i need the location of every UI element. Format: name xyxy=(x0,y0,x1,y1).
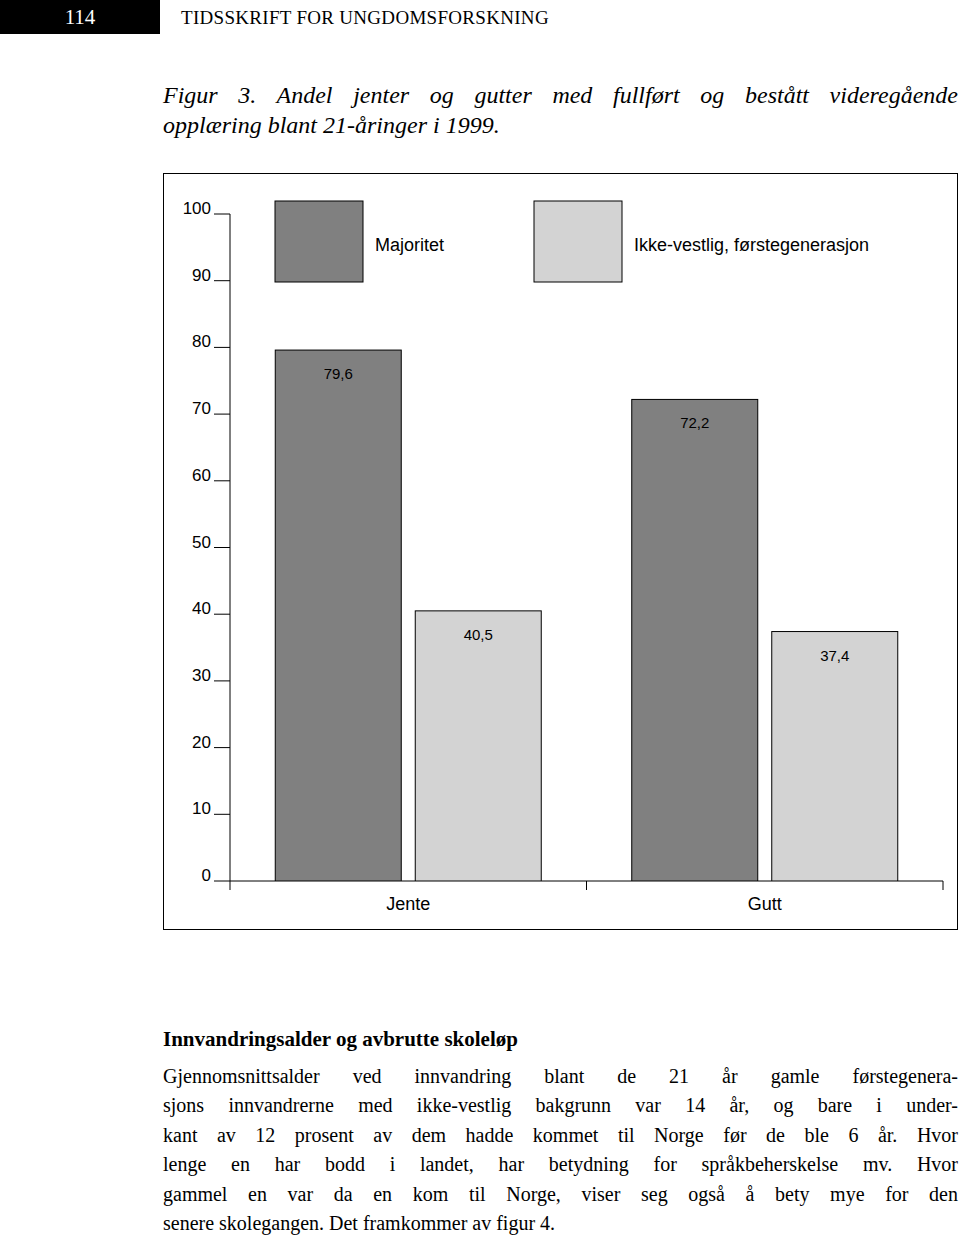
bars xyxy=(275,350,898,881)
y-tick-label: 40 xyxy=(192,599,211,618)
y-tick-label: 70 xyxy=(192,399,211,418)
y-tick-label: 30 xyxy=(192,666,211,685)
legend-label: Majoritet xyxy=(375,235,444,255)
y-tick xyxy=(214,747,230,748)
y-tick-label: 100 xyxy=(183,199,211,218)
chart-frame xyxy=(164,174,958,930)
bar xyxy=(632,399,758,881)
legend-swatch xyxy=(275,201,363,282)
y-tick-label: 80 xyxy=(192,332,211,351)
x-tick-label: Gutt xyxy=(748,894,782,914)
legend-label: Ikke-vestlig, førstegenerasjon xyxy=(634,235,869,255)
bar xyxy=(772,632,898,881)
bar xyxy=(415,611,541,881)
data-label: 37,4 xyxy=(820,647,849,664)
page-number: 114 xyxy=(0,0,160,34)
y-tick-label: 90 xyxy=(192,266,211,285)
x-tick xyxy=(230,881,231,890)
y-tick xyxy=(214,480,230,481)
y-tick xyxy=(214,814,230,815)
data-label: 40,5 xyxy=(464,626,493,643)
y-tick-label: 20 xyxy=(192,733,211,752)
y-tick xyxy=(214,547,230,548)
y-tick xyxy=(214,280,230,281)
section-heading: Innvandringsalder og avbrutte skoleløp xyxy=(163,1025,518,1053)
y-tick-label: 60 xyxy=(192,466,211,485)
y-tick xyxy=(214,881,230,882)
chart: 0 10 20 30 40 50 60 70 80 90 100 Jente 79,6 40,5 Gutt 7… xyxy=(0,0,960,960)
body-line: senere skolegangen. Det framkommer av fi… xyxy=(163,1209,958,1238)
data-label: 79,6 xyxy=(324,365,353,382)
body-line: kant av 12 prosent av dem hadde kommet t… xyxy=(163,1121,958,1150)
y-tick xyxy=(214,614,230,615)
y-axis xyxy=(230,214,231,881)
y-tick xyxy=(214,414,230,415)
body-line: sjons innvandrerne med ikke-vestlig bakg… xyxy=(163,1091,958,1120)
body-line: gammel en var da en kom til Norge, viser… xyxy=(163,1180,958,1209)
bar xyxy=(275,350,401,881)
body-line: Gjennomsnittsalder ved innvandring blant… xyxy=(163,1062,958,1091)
y-tick xyxy=(214,347,230,348)
data-label: 72,2 xyxy=(680,414,709,431)
y-tick xyxy=(214,680,230,681)
body-line: lenge en har bodd i landet, har betydnin… xyxy=(163,1150,958,1179)
y-tick-label: 0 xyxy=(202,866,211,885)
y-tick-label: 10 xyxy=(192,799,211,818)
y-tick-label: 50 xyxy=(192,533,211,552)
legend-swatch xyxy=(534,201,622,282)
x-tick xyxy=(943,881,944,890)
caption-line: opplæring blant 21-åringer i 1999. xyxy=(163,110,958,140)
journal-title: TIDSSKRIFT FOR UNGDOMSFORSKNING xyxy=(181,0,549,34)
y-tick xyxy=(214,214,230,215)
x-tick xyxy=(586,881,587,890)
x-tick-label: Jente xyxy=(386,894,430,914)
caption-line: Figur 3. Andel jenter og gutter med full… xyxy=(163,80,958,110)
